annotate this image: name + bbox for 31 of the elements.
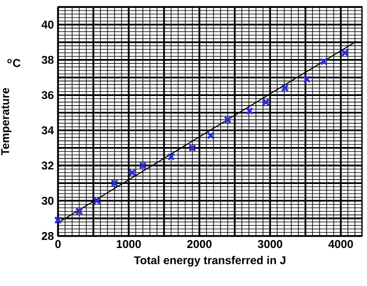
point	[54, 216, 62, 224]
point	[92, 196, 101, 205]
point	[75, 207, 84, 216]
y-tick-label: 40	[42, 20, 54, 29]
text: $^{o}$C	[7, 58, 20, 68]
x-tick-label: 3000	[258, 240, 282, 248]
point	[302, 75, 311, 84]
y-tick-label: 34	[42, 126, 54, 134]
x-tick-label: 2000	[187, 240, 212, 248]
point	[188, 144, 196, 152]
point	[138, 162, 147, 170]
point	[246, 107, 254, 115]
point	[224, 116, 232, 124]
x-tick-label: 0	[55, 240, 61, 248]
x-axis-title: Total energy transferred in J	[134, 256, 286, 267]
point	[281, 84, 289, 92]
y-axis-title: Temperature	[1, 88, 12, 156]
point	[206, 132, 215, 140]
point	[110, 179, 118, 188]
x-tick-label: 1000	[116, 240, 141, 248]
y-tick-label: 30	[42, 196, 54, 205]
point	[320, 58, 328, 66]
point	[341, 48, 349, 57]
point	[128, 168, 136, 176]
point	[167, 152, 176, 161]
y-tick-label: 38	[42, 56, 54, 64]
point	[262, 98, 270, 106]
x-tick-label: 4000	[328, 240, 353, 248]
y-tick-label: 36	[42, 91, 54, 100]
y-tick-label: 32	[42, 162, 54, 170]
y-tick-label: 28	[42, 232, 54, 240]
